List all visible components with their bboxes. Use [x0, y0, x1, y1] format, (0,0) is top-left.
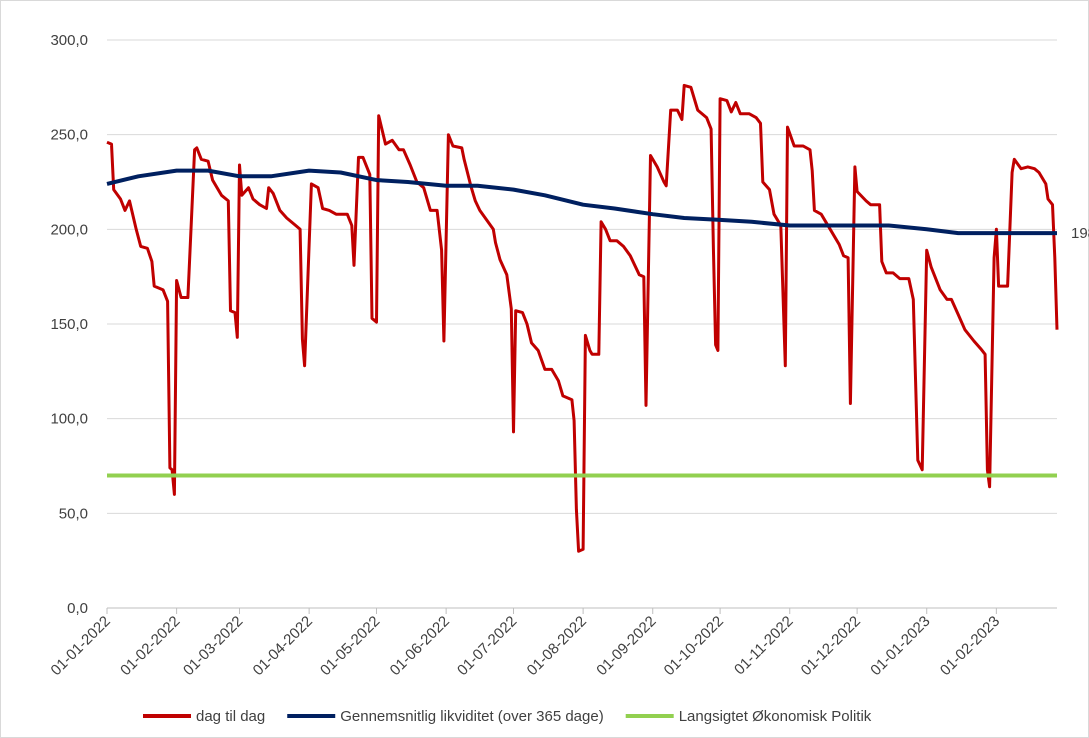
y-tick-label: 0,0 [67, 600, 88, 617]
y-tick-label: 150,0 [50, 316, 88, 333]
series-line [106, 83, 1059, 553]
data-label: 198,0 [1071, 225, 1089, 242]
y-tick-label: 300,0 [50, 32, 88, 49]
y-tick-label: 50,0 [59, 505, 88, 522]
legend-label: Langsigtet Økonomisk Politik [679, 708, 872, 725]
legend-label: dag til dag [196, 708, 265, 725]
y-tick-label: 250,0 [50, 127, 88, 144]
series-line [106, 168, 1057, 236]
y-tick-label: 200,0 [50, 221, 88, 238]
y-tick-label: 100,0 [50, 411, 88, 428]
legend-label: Gennemsnitlig likviditet (over 365 dage) [340, 708, 603, 725]
